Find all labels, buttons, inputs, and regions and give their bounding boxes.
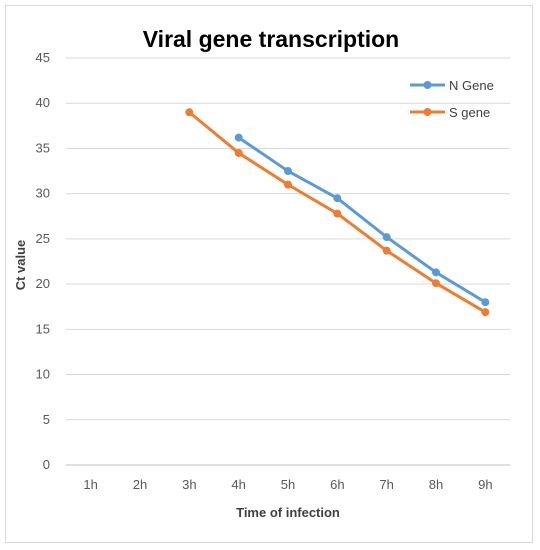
data-point-s-gene <box>382 246 391 255</box>
y-axis-ticks: 0 5 10 15 20 25 30 35 40 45 <box>36 50 50 472</box>
x-axis-title: Time of infection <box>236 505 340 520</box>
data-point-n-gene <box>481 298 490 307</box>
data-point-n-gene <box>234 133 243 142</box>
data-point-s-gene <box>284 180 292 189</box>
x-tick-label: 6h <box>330 477 344 492</box>
legend: N Gene S gene <box>410 78 494 120</box>
data-point-s-gene <box>333 209 342 218</box>
series-line-n-gene <box>237 136 487 304</box>
x-tick-label: 4h <box>231 477 245 492</box>
y-tick-label: 20 <box>36 276 50 291</box>
x-tick-label: 8h <box>429 477 443 492</box>
data-point-s-gene <box>185 108 194 117</box>
data-point-n-gene <box>333 194 342 203</box>
series-n-gene <box>234 133 490 307</box>
legend-swatch-marker <box>423 81 432 89</box>
y-axis-title: Ct value <box>13 240 28 291</box>
x-tick-label: 1h <box>83 477 97 492</box>
chart-title: Viral gene transcription <box>143 26 399 52</box>
y-tick-label: 25 <box>36 231 50 246</box>
legend-item-n-gene: N Gene <box>410 78 494 93</box>
legend-item-s-gene: S gene <box>410 105 490 120</box>
x-tick-label: 7h <box>379 477 393 492</box>
legend-label: S gene <box>449 105 490 120</box>
gridlines <box>66 57 510 466</box>
y-tick-label: 30 <box>36 186 50 201</box>
data-point-s-gene <box>432 279 440 288</box>
chart-frame <box>5 5 533 543</box>
y-tick-label: 35 <box>36 140 50 155</box>
y-tick-label: 40 <box>36 95 50 110</box>
legend-swatch-marker <box>423 108 432 116</box>
data-point-s-gene <box>481 308 490 317</box>
y-tick-label: 5 <box>43 412 50 427</box>
data-point-n-gene <box>284 167 292 176</box>
y-tick-label: 45 <box>36 50 50 65</box>
series-s-gene <box>185 108 490 317</box>
x-tick-label: 5h <box>281 477 295 492</box>
legend-label: N Gene <box>449 78 494 93</box>
x-axis-ticks: 1h 2h 3h 4h 5h 6h 7h 8h 9h <box>83 477 492 492</box>
data-point-s-gene <box>234 148 243 157</box>
y-tick-label: 0 <box>43 457 50 472</box>
y-tick-label: 10 <box>36 367 50 382</box>
x-tick-label: 3h <box>182 477 196 492</box>
x-tick-label: 9h <box>478 477 492 492</box>
x-tick-label: 2h <box>133 477 147 492</box>
data-point-n-gene <box>432 268 440 277</box>
series-group <box>185 108 490 317</box>
y-tick-label: 15 <box>36 321 50 336</box>
data-point-n-gene <box>382 233 391 242</box>
